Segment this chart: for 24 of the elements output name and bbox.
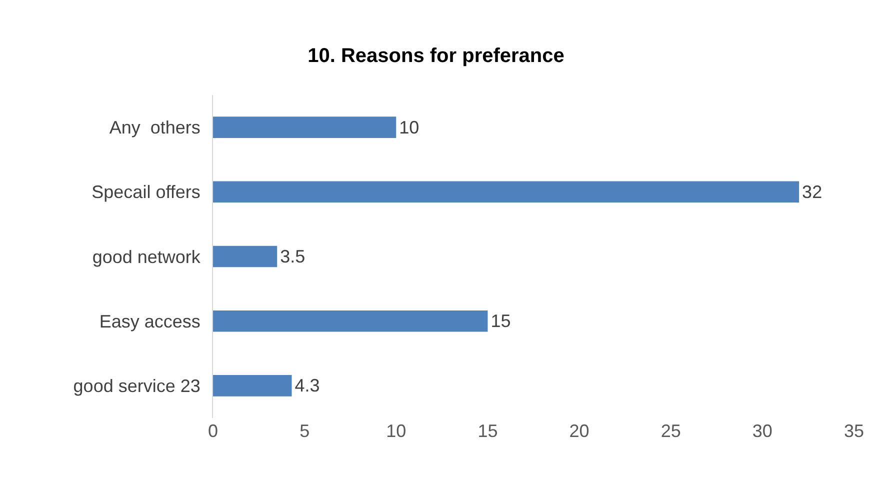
data-label: 15 [490,311,511,332]
bar [213,116,396,138]
x-tick-label: 5 [300,421,310,441]
y-tick-label: Any others [109,118,200,138]
bar [213,246,278,268]
x-tick-label: 0 [208,421,218,441]
data-label: 4.3 [294,376,320,396]
data-label: 32 [802,182,822,202]
x-tick-label: 20 [569,421,590,441]
x-tick-label: 30 [752,421,772,441]
x-tick-label: 15 [478,421,498,441]
x-tick-label: 35 [844,421,864,441]
x-tick-label: 10 [386,421,406,441]
chart-title: 10. Reasons for preferance [308,44,564,67]
bar [213,310,488,332]
y-tick-label: good network [92,246,202,267]
y-tick-label: good service 23 [73,376,200,396]
data-label: 10 [399,117,420,138]
bar [213,181,800,203]
bar [213,375,292,396]
y-tick-label: Specail offers [92,182,200,202]
y-tick-label: Easy access [99,311,200,332]
x-tick-label: 25 [660,421,681,441]
data-label: 3.5 [280,246,306,266]
